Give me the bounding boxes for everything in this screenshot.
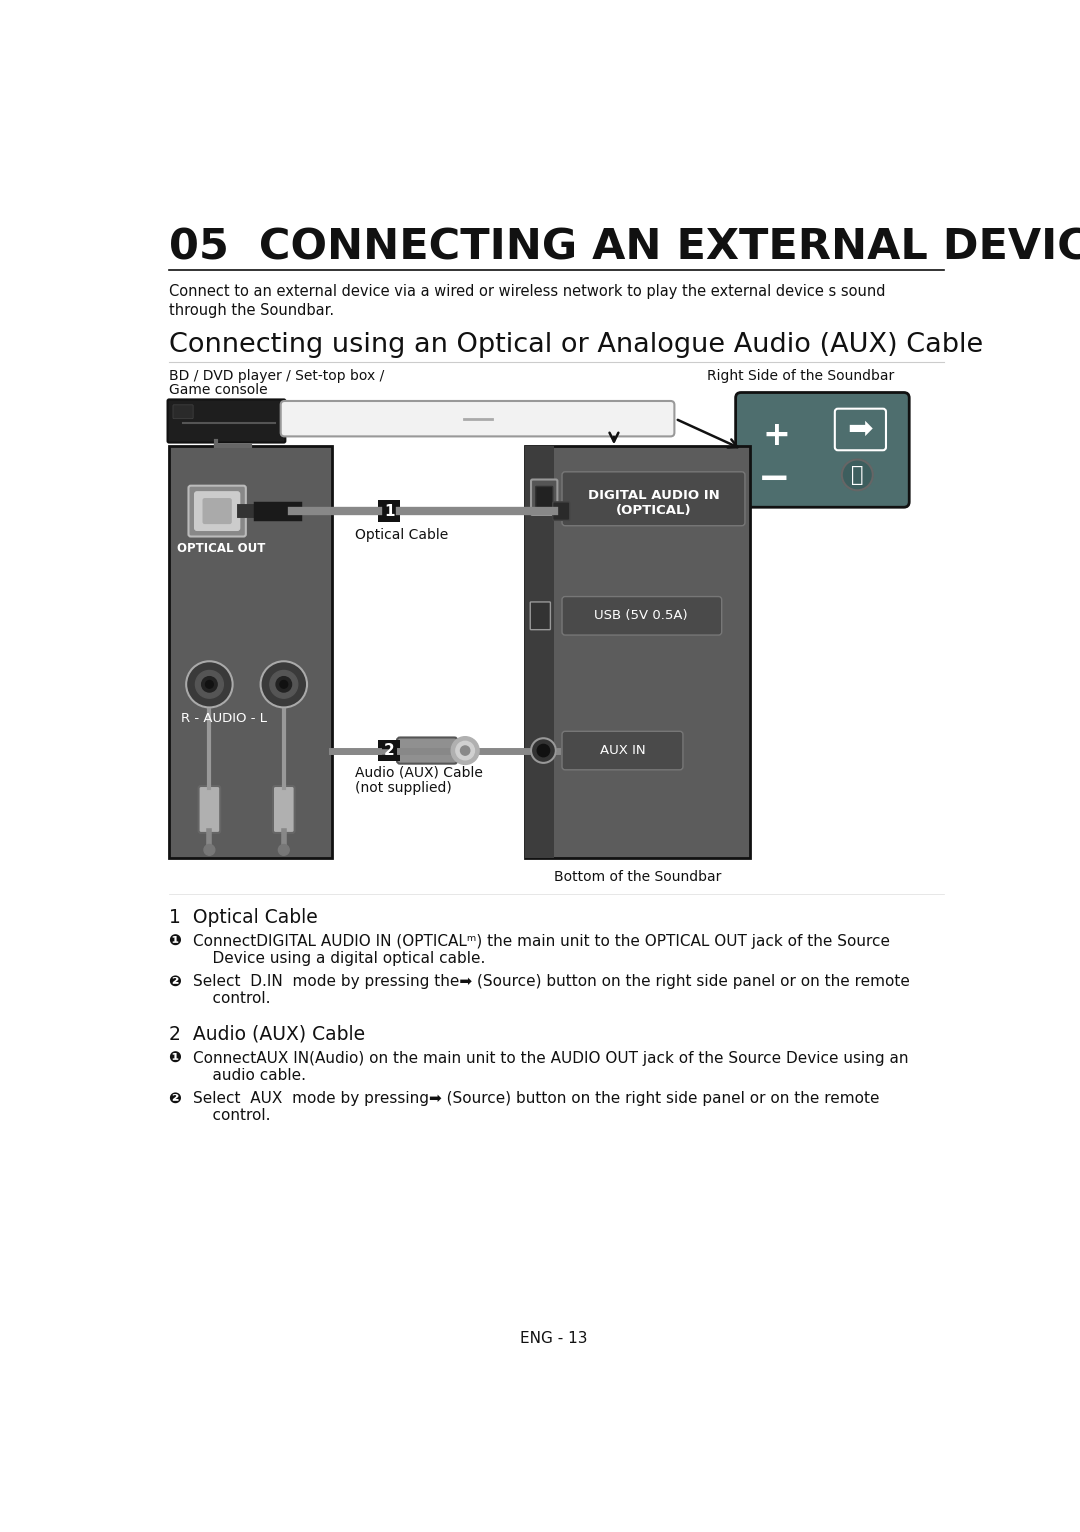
Circle shape xyxy=(279,844,289,855)
Text: DIGITAL AUDIO IN: DIGITAL AUDIO IN xyxy=(588,489,719,502)
Circle shape xyxy=(270,671,298,699)
Text: BD / DVD player / Set-top box /: BD / DVD player / Set-top box / xyxy=(170,369,384,383)
Circle shape xyxy=(202,677,217,692)
FancyBboxPatch shape xyxy=(194,492,240,530)
Text: Connect to an external device via a wired or wireless network to play the extern: Connect to an external device via a wire… xyxy=(170,283,886,299)
Text: ENG - 13: ENG - 13 xyxy=(519,1331,588,1347)
FancyBboxPatch shape xyxy=(273,786,295,833)
Circle shape xyxy=(205,680,213,688)
FancyBboxPatch shape xyxy=(531,480,557,515)
Circle shape xyxy=(451,737,480,764)
FancyBboxPatch shape xyxy=(189,486,246,536)
FancyBboxPatch shape xyxy=(397,737,458,763)
Text: ❷: ❷ xyxy=(170,974,187,988)
FancyBboxPatch shape xyxy=(170,446,332,858)
FancyBboxPatch shape xyxy=(835,409,886,450)
FancyBboxPatch shape xyxy=(562,472,745,525)
Text: through the Soundbar.: through the Soundbar. xyxy=(170,303,334,319)
Text: Select  D.IN  mode by pressing the➡ (Source) button on the right side panel or o: Select D.IN mode by pressing the➡ (Sourc… xyxy=(193,974,910,988)
Text: Game console: Game console xyxy=(170,383,268,397)
FancyBboxPatch shape xyxy=(530,602,551,630)
Text: control.: control. xyxy=(193,1108,271,1123)
FancyBboxPatch shape xyxy=(199,786,220,833)
FancyBboxPatch shape xyxy=(378,740,400,761)
FancyBboxPatch shape xyxy=(525,446,750,858)
Circle shape xyxy=(260,662,307,708)
Circle shape xyxy=(195,671,224,699)
Text: ❶: ❶ xyxy=(170,1051,187,1066)
FancyBboxPatch shape xyxy=(562,596,721,636)
Circle shape xyxy=(537,745,550,757)
Text: ❶: ❶ xyxy=(170,935,187,948)
FancyBboxPatch shape xyxy=(735,392,909,507)
Circle shape xyxy=(204,844,215,855)
Circle shape xyxy=(280,680,287,688)
Circle shape xyxy=(456,741,474,760)
Text: Right Side of the Soundbar: Right Side of the Soundbar xyxy=(707,369,894,383)
FancyBboxPatch shape xyxy=(378,501,400,522)
Text: 1: 1 xyxy=(384,504,394,519)
Text: Device using a digital optical cable.: Device using a digital optical cable. xyxy=(193,951,486,965)
FancyBboxPatch shape xyxy=(167,400,285,443)
FancyBboxPatch shape xyxy=(562,731,683,769)
Text: ❷: ❷ xyxy=(170,1091,187,1106)
Circle shape xyxy=(460,746,470,755)
Text: ➡: ➡ xyxy=(848,415,873,444)
FancyBboxPatch shape xyxy=(281,401,674,437)
Text: Bottom of the Soundbar: Bottom of the Soundbar xyxy=(554,870,720,884)
Circle shape xyxy=(531,738,556,763)
Text: OPTICAL OUT: OPTICAL OUT xyxy=(177,542,266,555)
Circle shape xyxy=(186,662,232,708)
Circle shape xyxy=(276,677,292,692)
FancyBboxPatch shape xyxy=(553,502,570,521)
Text: 2  Audio (AUX) Cable: 2 Audio (AUX) Cable xyxy=(170,1025,365,1043)
Text: (OPTICAL): (OPTICAL) xyxy=(616,504,691,518)
FancyBboxPatch shape xyxy=(525,446,554,858)
Text: (not supplied): (not supplied) xyxy=(355,781,451,795)
Text: audio cable.: audio cable. xyxy=(193,1068,306,1083)
Text: R - AUDIO - L: R - AUDIO - L xyxy=(180,712,267,725)
FancyBboxPatch shape xyxy=(173,404,193,418)
Text: ConnectAUX IN(Audio) on the main unit to the AUDIO OUT jack of the Source Device: ConnectAUX IN(Audio) on the main unit to… xyxy=(193,1051,908,1066)
FancyBboxPatch shape xyxy=(536,487,553,509)
Text: USB (5V 0.5A): USB (5V 0.5A) xyxy=(594,610,688,622)
Text: 05  CONNECTING AN EXTERNAL DEVICE: 05 CONNECTING AN EXTERNAL DEVICE xyxy=(170,227,1080,268)
Text: 1  Optical Cable: 1 Optical Cable xyxy=(170,907,318,927)
Text: ⏻: ⏻ xyxy=(851,464,864,486)
Text: control.: control. xyxy=(193,991,271,1007)
Text: ConnectDIGITAL AUDIO IN (OPTICALᵐ) the main unit to the OPTICAL OUT jack of the : ConnectDIGITAL AUDIO IN (OPTICALᵐ) the m… xyxy=(193,935,890,948)
Text: Select  AUX  mode by pressing➡ (Source) button on the right side panel or on the: Select AUX mode by pressing➡ (Source) bu… xyxy=(193,1091,879,1106)
Text: AUX IN: AUX IN xyxy=(599,745,645,757)
Text: Connecting using an Optical or Analogue Audio (AUX) Cable: Connecting using an Optical or Analogue … xyxy=(170,332,984,357)
Text: +: + xyxy=(762,420,791,452)
Text: Optical Cable: Optical Cable xyxy=(355,529,448,542)
FancyBboxPatch shape xyxy=(203,499,231,524)
Text: 2: 2 xyxy=(383,743,394,758)
Text: −: − xyxy=(758,460,791,498)
Circle shape xyxy=(841,460,873,490)
Text: Audio (AUX) Cable: Audio (AUX) Cable xyxy=(355,766,483,780)
